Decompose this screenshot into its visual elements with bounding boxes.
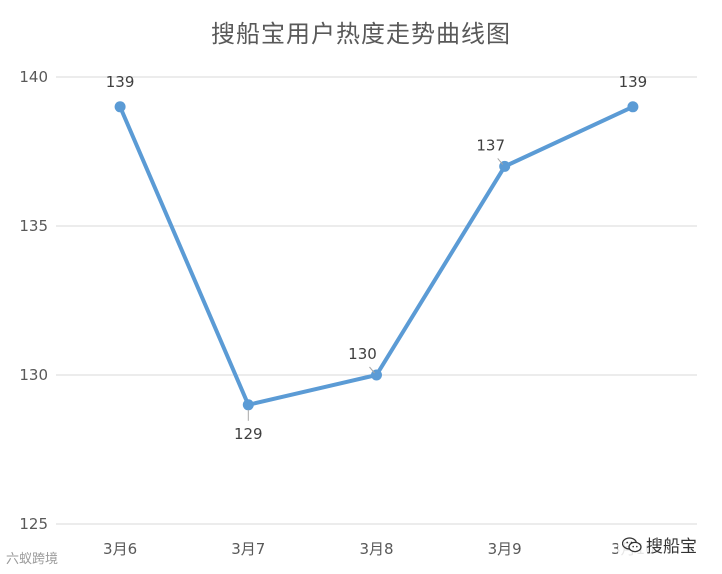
data-point-1 <box>242 399 254 411</box>
x-tick-0: 3月6 <box>103 540 137 558</box>
data-label-4: 139 <box>619 73 648 91</box>
x-tick-2: 3月8 <box>359 540 393 558</box>
y-tick-125: 125 <box>19 515 48 533</box>
leader-line-3 <box>497 158 504 165</box>
watermark-right: 搜船宝 <box>618 530 701 559</box>
grid-layer <box>56 76 697 525</box>
wechat-icon <box>621 536 642 553</box>
watermark-left: 六蚁跨境 <box>6 548 58 567</box>
data-label-0: 139 <box>106 73 135 91</box>
y-tick-130: 130 <box>19 366 48 384</box>
y-tick-140: 140 <box>19 68 48 86</box>
x-tick-1: 3月7 <box>231 540 265 558</box>
data-label-1: 129 <box>234 425 263 443</box>
chart-title: 搜船宝用户热度走势曲线图 <box>211 20 511 48</box>
watermark-right-text: 搜船宝 <box>646 537 697 557</box>
series-layer <box>114 101 639 411</box>
y-tick-135: 135 <box>19 217 48 235</box>
x-axis-ticks: 3月63月73月83月93月10 <box>103 540 655 558</box>
x-tick-3: 3月9 <box>488 540 522 558</box>
leader-line-2 <box>369 366 375 374</box>
data-label-2: 130 <box>348 345 377 363</box>
data-labels: 139 129 130 137 139 <box>106 73 647 443</box>
data-point-4 <box>627 101 639 113</box>
watermark-left-text: 六蚁跨境 <box>6 552 59 567</box>
data-point-0 <box>114 101 126 113</box>
data-label-3: 137 <box>476 136 505 154</box>
y-axis-ticks: 125 130 135 140 <box>19 68 48 533</box>
